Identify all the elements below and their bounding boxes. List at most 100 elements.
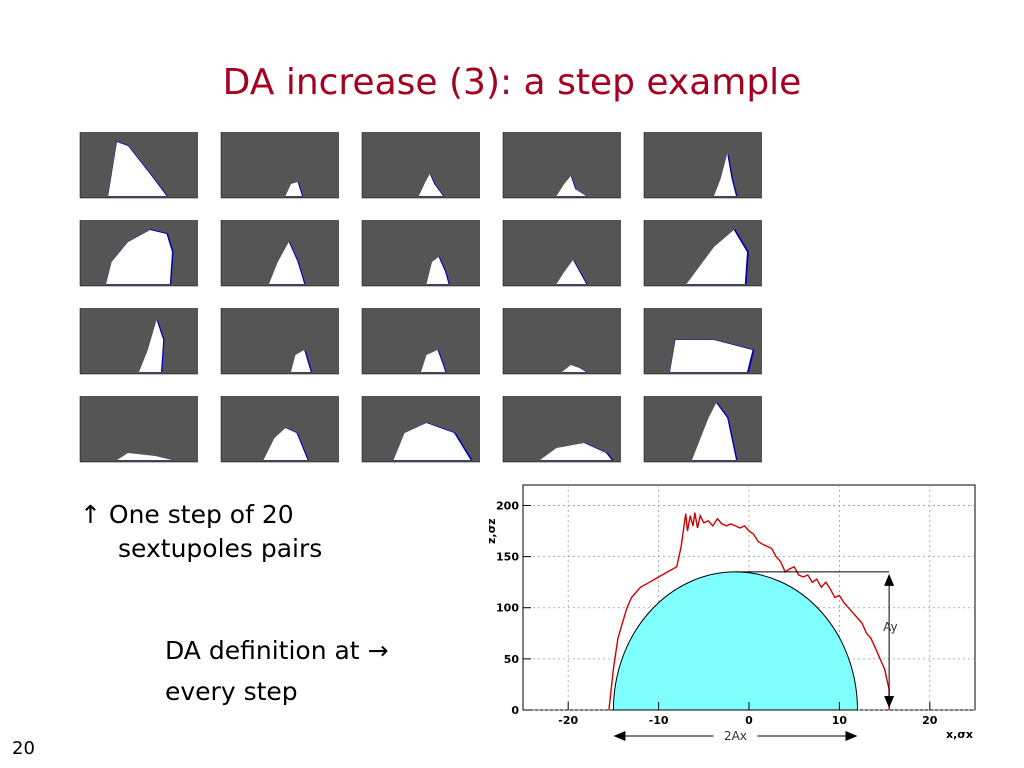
da-panel-thumbnail bbox=[493, 130, 623, 210]
panel-shape-group bbox=[714, 153, 738, 197]
x-tick-label: -10 bbox=[649, 714, 669, 727]
da-panel-svg bbox=[502, 308, 621, 375]
da-panel-thumbnail bbox=[493, 394, 623, 474]
ay-arrow-down-icon bbox=[884, 696, 895, 708]
panel-shape-group bbox=[116, 453, 174, 461]
panel-shape-group bbox=[556, 175, 588, 197]
panel-area bbox=[644, 132, 762, 198]
da-panel-thumbnail bbox=[493, 218, 623, 298]
da-panel-thumbnail bbox=[352, 306, 482, 386]
da-panel-svg bbox=[502, 396, 621, 463]
da-panel-thumbnail bbox=[493, 306, 623, 386]
panel-shape-group bbox=[539, 442, 614, 461]
da-panel-thumbnail bbox=[211, 218, 341, 298]
panel-stable-region bbox=[108, 142, 167, 196]
da-panel-thumbnail bbox=[70, 130, 200, 210]
ax-label: 2Ax bbox=[724, 729, 747, 743]
x-tick-label: 10 bbox=[832, 714, 848, 727]
slide-title: DA increase (3): a step example bbox=[222, 62, 802, 103]
panel-stable-region bbox=[269, 242, 305, 284]
ax-arrow-right-icon bbox=[845, 731, 858, 741]
da-panel-svg bbox=[361, 396, 480, 463]
panel-area bbox=[362, 132, 480, 198]
panel-stable-region bbox=[556, 260, 587, 284]
y-tick-label: 200 bbox=[496, 499, 519, 512]
panel-area bbox=[362, 220, 480, 286]
panel-shape-group bbox=[263, 427, 309, 461]
panel-shape-group bbox=[556, 259, 588, 285]
panel-shape-group bbox=[686, 229, 749, 285]
da-panel-svg bbox=[220, 396, 339, 463]
da-panel-thumbnail bbox=[634, 306, 764, 386]
panel-area bbox=[503, 132, 621, 198]
panel-shape-group bbox=[692, 402, 738, 461]
panel-stable-region bbox=[562, 365, 587, 372]
da-panel-svg bbox=[79, 396, 198, 463]
da-panel-svg bbox=[643, 132, 762, 199]
panel-shape-group bbox=[107, 141, 168, 197]
panel-stable-region bbox=[686, 230, 747, 284]
x-tick-label: 20 bbox=[922, 714, 938, 727]
y-tick-label: 0 bbox=[511, 704, 519, 717]
panel-shape-group bbox=[669, 339, 755, 373]
da-panel-thumbnail bbox=[70, 394, 200, 474]
up-arrow-icon: ↑ bbox=[80, 500, 101, 529]
da-panel-thumbnail bbox=[634, 130, 764, 210]
panel-area bbox=[362, 308, 480, 374]
da-panel-svg bbox=[79, 308, 198, 375]
definition-line1: DA definition at → bbox=[165, 636, 389, 665]
da-panel-thumbnail bbox=[211, 130, 341, 210]
da-panel-svg bbox=[361, 220, 480, 287]
da-boundary-line bbox=[608, 512, 890, 711]
da-panel-svg bbox=[220, 220, 339, 287]
panel-stable-region bbox=[139, 320, 164, 372]
ay-label: Ay bbox=[883, 620, 898, 634]
da-panel-svg bbox=[79, 132, 198, 199]
ax-arrow-left-icon bbox=[613, 731, 626, 741]
da-panel-thumbnail bbox=[352, 394, 482, 474]
page-number: 20 bbox=[12, 738, 35, 759]
da-panel-thumbnail bbox=[70, 218, 200, 298]
x-tick-label: 0 bbox=[745, 714, 753, 727]
panel-shape-group bbox=[418, 173, 445, 197]
step-caption-line2: sextupoles pairs bbox=[118, 534, 323, 563]
panel-stable-region bbox=[263, 428, 308, 460]
y-tick-label: 50 bbox=[504, 653, 520, 666]
da-panel-thumbnail bbox=[634, 218, 764, 298]
panel-area bbox=[503, 220, 621, 286]
panel-shape-group bbox=[393, 422, 473, 461]
da-plot: -20 -10 0 10 20 0 50 100 150 200 Ay 2Ax z,σz x,σx bbox=[478, 483, 978, 743]
panel-shape-group bbox=[426, 256, 450, 285]
da-panel-svg bbox=[502, 220, 621, 287]
y-axis-label: z,σz bbox=[485, 518, 498, 544]
panel-shape-group bbox=[139, 319, 165, 373]
panel-stable-region bbox=[106, 230, 172, 284]
panel-shape-group bbox=[421, 349, 447, 373]
panel-stable-region bbox=[291, 350, 311, 372]
da-panel-svg bbox=[79, 220, 198, 287]
y-tick-label: 150 bbox=[496, 551, 519, 564]
panel-area bbox=[80, 308, 198, 374]
da-panel-svg bbox=[502, 132, 621, 199]
da-panel-svg bbox=[643, 308, 762, 375]
panel-stable-region bbox=[421, 350, 446, 372]
panel-shape-group bbox=[269, 241, 306, 285]
panel-area bbox=[80, 396, 198, 462]
panel-stable-region bbox=[117, 453, 172, 460]
panel-stable-region bbox=[426, 257, 449, 284]
x-tick-label: -20 bbox=[558, 714, 578, 727]
ay-arrow-up-icon bbox=[884, 573, 895, 586]
panel-area bbox=[221, 132, 339, 198]
da-panel-svg bbox=[220, 132, 339, 199]
ax-label-bg bbox=[713, 728, 758, 743]
panel-shape-group bbox=[562, 365, 588, 373]
definition-line2: every step bbox=[165, 677, 298, 706]
da-panel-thumbnail bbox=[352, 218, 482, 298]
step-caption-line1: One step of 20 bbox=[108, 500, 294, 529]
annotations: Ay 2Ax bbox=[613, 571, 898, 743]
da-panel-thumbnail bbox=[634, 394, 764, 474]
panel-stable-region bbox=[540, 443, 612, 460]
panel-stable-region bbox=[393, 423, 471, 460]
da-panel-svg bbox=[361, 132, 480, 199]
